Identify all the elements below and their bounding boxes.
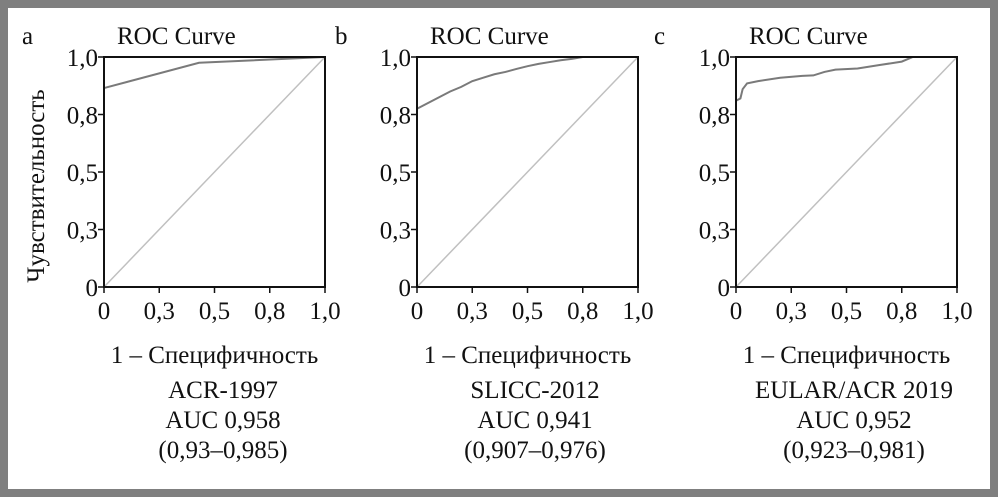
- chart-title: ROC Curve: [430, 23, 549, 50]
- x-tick-label: 0,3: [776, 298, 807, 325]
- y-tick-label: 0,8: [699, 103, 730, 130]
- panel-c: c ROC Curve 00 0,3 0,3 0,5 0,5 0,8 0,8 1,0 1,0 1 – …: [654, 23, 973, 369]
- x-tick-label: 0,5: [831, 298, 862, 325]
- caption-line: EULAR/ACR 2019: [755, 377, 953, 404]
- reference-line: [735, 56, 958, 288]
- caption-b: SLICC-2012 AUC 0,941 (0,907–0,976): [385, 376, 685, 466]
- x-axis-label: 1 – Специфичность: [424, 342, 631, 369]
- y-tick-label: 0,3: [380, 218, 411, 245]
- x-tick-label: 0: [98, 298, 111, 325]
- panel-label: a: [22, 23, 33, 50]
- roc-curve: [735, 56, 914, 102]
- roc-curve: [103, 56, 326, 90]
- caption-line: AUC 0,941: [477, 407, 593, 434]
- x-tick-label: 0,3: [457, 298, 488, 325]
- y-tick-label: 1,0: [67, 45, 98, 72]
- reference-line: [103, 56, 326, 288]
- y-tick-label: 0,5: [699, 160, 730, 187]
- y-axis-label: Чувствительность: [23, 89, 50, 282]
- reference-line: [416, 56, 639, 288]
- y-tick-label: 0: [86, 275, 99, 302]
- x-axis-label: 1 – Специфичность: [743, 342, 950, 369]
- y-tick-label: 1,0: [380, 45, 411, 72]
- roc-curve: [416, 56, 583, 110]
- figure-frame: a ROC Curve 0 0 0,3 0,3 0,5 0,5 0,8 0,8 1,0 1,0 1 – …: [8, 8, 990, 489]
- x-axis-label: 1 – Специфичность: [111, 342, 318, 369]
- x-tick-label: 1,0: [622, 298, 653, 325]
- x-tick-label: 0: [411, 298, 424, 325]
- y-tick-label: 0: [718, 275, 731, 302]
- caption-line: AUC 0,958: [165, 407, 281, 434]
- caption-line: (0,907–0,976): [464, 437, 606, 464]
- chart-title: ROC Curve: [117, 23, 236, 50]
- caption-c: EULAR/ACR 2019 AUC 0,952 (0,923–0,981): [704, 376, 998, 466]
- panel-b: b ROC Curve 00 0,3 0,3 0,5 0,5 0,8 0,8 1,0 1,0 1 – …: [335, 23, 654, 369]
- y-tick-label: 0,8: [67, 103, 98, 130]
- caption-a: ACR-1997 AUC 0,958 (0,93–0,985): [73, 376, 373, 466]
- panel-label: b: [335, 23, 348, 50]
- y-tick-label: 0: [399, 275, 412, 302]
- caption-line: SLICC-2012: [470, 377, 600, 404]
- caption-line: ACR-1997: [168, 377, 278, 404]
- y-tick-label: 0,3: [67, 218, 98, 245]
- x-tick-label: 1,0: [309, 298, 340, 325]
- x-tick-label: 0,8: [254, 298, 285, 325]
- y-tick-label: 0,5: [67, 160, 98, 187]
- chart-title: ROC Curve: [749, 23, 868, 50]
- x-tick-label: 0,5: [512, 298, 543, 325]
- x-tick-label: 0: [730, 298, 743, 325]
- y-tick-label: 0,3: [699, 218, 730, 245]
- y-tick-label: 0,8: [380, 103, 411, 130]
- x-tick-label: 0,8: [567, 298, 598, 325]
- x-tick-label: 0,8: [886, 298, 917, 325]
- y-tick-label: 1,0: [699, 45, 730, 72]
- caption-line: (0,93–0,985): [158, 437, 288, 464]
- y-tick-label: 0,5: [380, 160, 411, 187]
- caption-line: (0,923–0,981): [783, 437, 925, 464]
- x-tick-label: 0,5: [199, 298, 230, 325]
- x-tick-label: 0,3: [144, 298, 175, 325]
- panel-a: a ROC Curve 00 0,3 0,3 0,5 0,5 0,8 0,8 1,0 1,0 1 – …: [22, 23, 341, 369]
- panel-label: c: [654, 23, 665, 50]
- x-tick-label: 1,0: [941, 298, 972, 325]
- caption-line: AUC 0,952: [796, 407, 912, 434]
